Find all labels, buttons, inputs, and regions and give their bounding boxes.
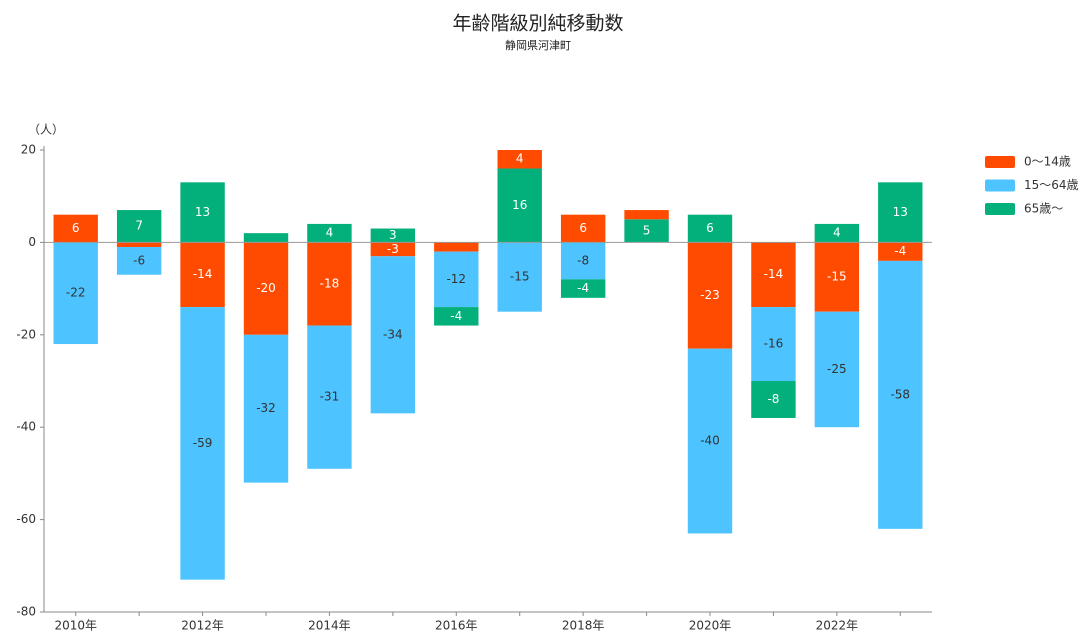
data-label: -8 xyxy=(577,253,589,267)
bar-segment xyxy=(116,247,162,275)
bar-segment xyxy=(751,307,796,381)
y-tick-label: 20 xyxy=(21,143,36,157)
bar-segment xyxy=(814,223,860,243)
data-label: -3 xyxy=(387,242,399,256)
data-label: -25 xyxy=(827,362,847,376)
bar-segment xyxy=(434,307,479,326)
data-label: -15 xyxy=(510,270,530,284)
x-tick-label: 2012年 xyxy=(181,619,224,632)
data-label: -22 xyxy=(66,286,86,300)
x-tick-label: 2014年 xyxy=(308,619,351,632)
legend-label: 15～64歳 xyxy=(1024,178,1079,192)
legend-swatch xyxy=(985,203,1015,215)
data-label: -4 xyxy=(894,244,906,258)
data-label: 13 xyxy=(195,205,210,219)
data-label: 3 xyxy=(389,228,397,242)
data-label: 4 xyxy=(833,226,841,240)
y-tick-label: -20 xyxy=(16,327,36,341)
bar-segment xyxy=(751,381,796,418)
data-label: -34 xyxy=(383,327,403,341)
bar-segment xyxy=(180,242,225,308)
data-label: 4 xyxy=(516,152,524,166)
data-label: 6 xyxy=(579,221,587,235)
bar-segment xyxy=(116,242,162,248)
bar-segment xyxy=(878,182,923,243)
data-label: 6 xyxy=(706,221,714,235)
chart-title: 年齢階級別純移動数 xyxy=(452,13,623,35)
bar-segment xyxy=(370,228,416,243)
data-label: -16 xyxy=(764,337,784,351)
data-label: -8 xyxy=(767,392,779,406)
chart-subtitle: 静岡県河津町 xyxy=(505,38,571,52)
bar-segment xyxy=(624,210,669,220)
data-label: 6 xyxy=(72,221,80,235)
x-tick-label: 2018年 xyxy=(562,619,605,632)
data-label: -31 xyxy=(320,390,340,404)
bar-segment xyxy=(53,214,98,243)
bar-segment xyxy=(878,242,923,261)
legend-swatch xyxy=(985,156,1015,168)
y-tick-label: -80 xyxy=(16,605,36,619)
bar-segment xyxy=(307,325,352,469)
x-tick-label: 2020年 xyxy=(689,619,732,632)
bar-segment xyxy=(370,242,416,257)
bar-segment xyxy=(243,242,289,335)
bar-segment xyxy=(370,256,416,414)
bar-segment xyxy=(751,242,796,308)
data-label: -59 xyxy=(193,436,213,450)
bar-segment xyxy=(53,242,98,345)
legend-swatch xyxy=(985,179,1015,192)
bar-segment xyxy=(560,214,606,243)
data-label: -58 xyxy=(890,387,910,401)
bar-segment xyxy=(814,311,860,428)
data-label: -14 xyxy=(193,267,213,281)
bar-segment xyxy=(560,279,606,298)
bar-segment xyxy=(116,210,162,243)
bar-segment xyxy=(560,242,606,280)
x-tick-label: 2016年 xyxy=(435,619,478,632)
bar-segment xyxy=(497,150,542,169)
bar-segment xyxy=(180,307,225,580)
bar-segment xyxy=(497,168,542,243)
bar-segment xyxy=(307,242,352,326)
data-label: 16 xyxy=(512,198,527,212)
bar-segment xyxy=(180,182,225,243)
data-label: -4 xyxy=(450,309,462,323)
bar-segment xyxy=(434,251,479,308)
bar-segment xyxy=(814,242,860,312)
data-label: -40 xyxy=(700,434,720,448)
data-label: 7 xyxy=(135,219,143,233)
bar-segment xyxy=(687,348,733,534)
bar-segment xyxy=(434,242,479,252)
data-label: -6 xyxy=(133,253,145,267)
data-label: 13 xyxy=(893,205,908,219)
x-tick-label: 2010年 xyxy=(54,619,97,632)
data-label: -4 xyxy=(577,281,589,295)
y-tick-label: -40 xyxy=(16,420,36,434)
data-label: 4 xyxy=(326,226,334,240)
legend-label: 0～14歳 xyxy=(1024,155,1071,169)
x-tick-label: 2022年 xyxy=(816,619,859,632)
bar-segment xyxy=(243,233,289,243)
bar-segment xyxy=(243,334,289,483)
bar-segment xyxy=(687,214,733,243)
data-label: -14 xyxy=(764,267,784,281)
data-label: -23 xyxy=(700,288,720,302)
bar-segment xyxy=(307,223,352,243)
legend-label: 65歳～ xyxy=(1024,202,1063,216)
y-tick-label: 0 xyxy=(28,235,36,249)
y-tick-label: -60 xyxy=(16,512,36,526)
bar-segment xyxy=(624,219,669,243)
data-label: -32 xyxy=(256,401,276,415)
data-label: -12 xyxy=(446,272,466,286)
bar-segment xyxy=(878,260,923,529)
data-label: -15 xyxy=(827,270,847,284)
bar-segment xyxy=(687,242,733,349)
data-label: -18 xyxy=(320,276,340,290)
data-label: -20 xyxy=(256,281,276,295)
data-label: 5 xyxy=(643,223,651,237)
bar-segment xyxy=(497,242,542,312)
y-axis-label: （人） xyxy=(28,123,64,137)
